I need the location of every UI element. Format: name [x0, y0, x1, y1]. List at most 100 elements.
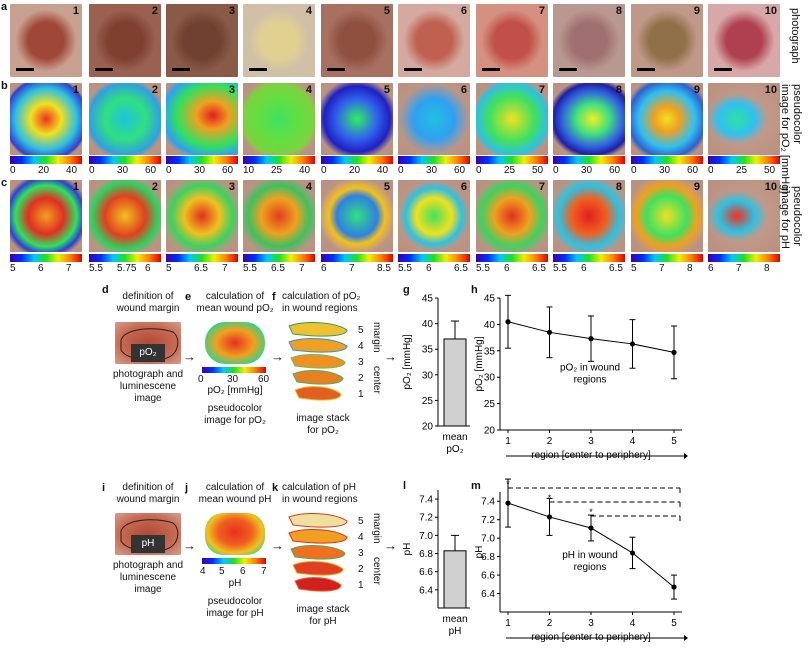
- y-axis-label: pH: [474, 546, 485, 559]
- po2-colorbar-tick: 25: [271, 165, 283, 176]
- stack-layer-4: [288, 529, 348, 544]
- po2-colorbar-tick: 0: [553, 165, 559, 176]
- panel-letter-g: g: [403, 284, 410, 296]
- k-stack-center-label: center: [371, 557, 382, 585]
- po2-colorbar-tick: 30: [426, 165, 438, 176]
- po2-colorbar-3: [166, 156, 238, 164]
- y-tick-label: 20: [422, 422, 434, 433]
- po2-tile-5: 5: [321, 83, 393, 155]
- ph-tile-10: 10: [708, 180, 780, 252]
- ph-colorbar-tick: 7: [349, 263, 355, 274]
- photograph-tile-5: 5: [321, 4, 393, 77]
- e-title: calculation of mean wound pO₂: [196, 291, 274, 314]
- x-tick-label: 5: [671, 436, 677, 447]
- ph-tile-1: 1: [10, 180, 82, 252]
- x-tick-label: 3: [588, 618, 594, 629]
- f-stack-num-2: 2: [358, 373, 364, 384]
- e-colorbar: [202, 367, 266, 373]
- data-point: [546, 514, 553, 520]
- po2-colorbar-tick: 60: [222, 165, 234, 176]
- y-tick-label: 40: [422, 319, 434, 330]
- j-scale-0: 4: [200, 566, 206, 577]
- tile-number: 1: [72, 84, 79, 96]
- ph-colorbar-4: [243, 254, 315, 262]
- panel-letter-e: e: [185, 291, 192, 303]
- bar: [443, 550, 467, 609]
- ph-tile-4: 4: [243, 180, 315, 252]
- tile-number: 3: [228, 84, 235, 96]
- scale-bar: [714, 68, 732, 71]
- annotation-line2: regions: [574, 562, 607, 573]
- tile-number: 6: [460, 5, 467, 17]
- row-label-ph-line2: image for pH: [779, 186, 791, 249]
- tile-number: 7: [538, 5, 545, 17]
- scale-bar: [172, 68, 190, 71]
- po2-tile-8: 8: [553, 83, 625, 155]
- photograph-tile-8: 8: [553, 4, 625, 77]
- e-scale-min: 0: [198, 374, 204, 385]
- j-colorbar: [202, 558, 266, 564]
- photograph-tile-10: 10: [708, 4, 780, 77]
- x-tick-label: 2: [547, 436, 553, 447]
- row-label-po2-line1: pseudocolor: [791, 84, 803, 144]
- po2-colorbar-tick: 60: [687, 165, 699, 176]
- tile-number: 6: [460, 181, 467, 193]
- j-title: calculation of mean wound pH: [198, 482, 272, 505]
- significance-marker: *: [506, 479, 510, 489]
- po2-tile-7: 7: [476, 83, 548, 155]
- x-tick-label: 4: [630, 618, 636, 629]
- po2-colorbar-tick: 30: [659, 165, 671, 176]
- ph-colorbar-8: [553, 254, 625, 262]
- tile-number: 7: [538, 84, 545, 96]
- d-luminescence-image: pO₂: [131, 344, 165, 362]
- ph-tile-2: 2: [89, 180, 161, 252]
- po2-colorbar-7: [476, 156, 548, 164]
- tile-number: 8: [615, 5, 622, 17]
- ph-colorbar-tick: 6: [145, 263, 151, 274]
- stack-layer-3: [290, 545, 346, 560]
- po2-colorbar-tick: 50: [764, 165, 776, 176]
- stack-layer-5: [288, 513, 348, 528]
- ph-colorbar-5: [321, 254, 393, 262]
- data-point: [505, 500, 511, 506]
- y-tick-label: 45: [422, 294, 434, 305]
- ph-colorbar-tick: 5: [10, 263, 16, 274]
- ph-colorbar-tick: 8: [687, 263, 693, 274]
- scale-bar: [327, 68, 345, 71]
- ph-tile-8: 8: [553, 180, 625, 252]
- panel-letter-d: d: [102, 284, 109, 296]
- ph-colorbar-tick: 6.5: [271, 263, 285, 274]
- scale-bar: [482, 68, 500, 71]
- po2-colorbar-tick: 20: [349, 165, 361, 176]
- po2-colorbar-tick: 25: [736, 165, 748, 176]
- po2-colorbar-tick: 40: [299, 165, 311, 176]
- panel-letter-h: h: [471, 284, 478, 296]
- k-stack-num-5: 5: [358, 516, 364, 527]
- po2-tile-1: 1: [10, 83, 82, 155]
- po2-tile-4: 4: [243, 83, 315, 155]
- photograph-tile-1: 1: [10, 4, 82, 77]
- po2-colorbar-tick: 60: [454, 165, 466, 176]
- ph-colorbar-tick: 6: [708, 263, 714, 274]
- f-stack-center-label: center: [371, 366, 382, 394]
- ph-colorbar-tick: 6.5: [194, 263, 208, 274]
- ph-tile-5: 5: [321, 180, 393, 252]
- photograph-tile-3: 3: [166, 4, 238, 77]
- f-stack-num-3: 3: [358, 357, 364, 368]
- f-stack-num-5: 5: [358, 325, 364, 336]
- po2-colorbar-tick: 0: [398, 165, 404, 176]
- y-tick-label: 7.2: [481, 515, 495, 526]
- d-title: definition of wound margin: [116, 291, 180, 314]
- po2-colorbar-tick: 10: [243, 165, 255, 176]
- data-point: [671, 584, 677, 590]
- significance-marker: *: [548, 493, 552, 503]
- ph-colorbar-tick: 6: [426, 263, 432, 274]
- po2-tile-10: 10: [708, 83, 780, 155]
- panel-letter-l: l: [403, 480, 407, 492]
- data-point: [629, 550, 636, 556]
- po2-colorbar-8: [553, 156, 625, 164]
- po2-colorbar-tick: 0: [10, 165, 16, 176]
- f-image-stack: [288, 322, 348, 401]
- tile-number: 4: [305, 84, 312, 96]
